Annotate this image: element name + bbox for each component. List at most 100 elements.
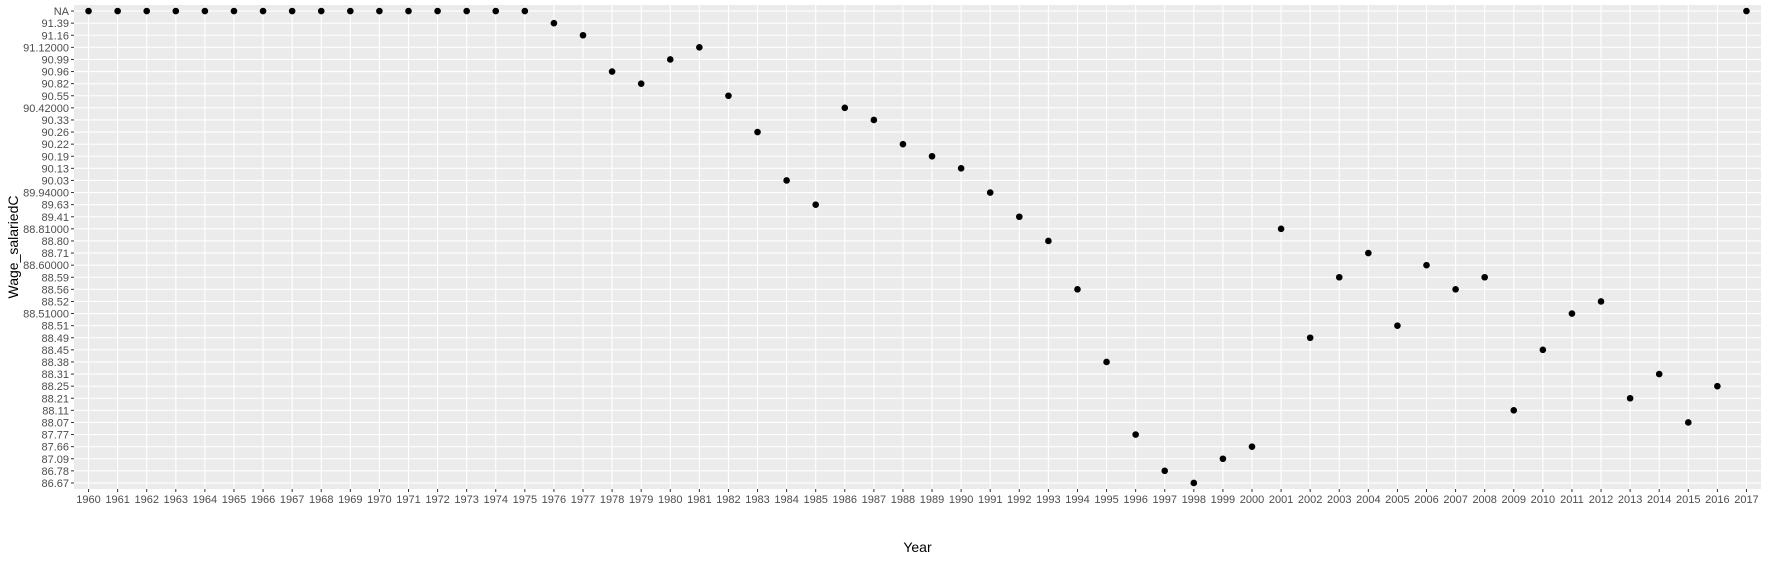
- data-point: [550, 19, 558, 27]
- x-axis-ticks: 1960 1961 1962 1963 1964 1965 1966 1967 1968 1969…: [76, 489, 1759, 506]
- y-tick-label: 89.94000: [23, 188, 69, 200]
- y-tick-label: 90.82: [41, 79, 69, 91]
- y-tick-label: 86.67: [41, 478, 69, 490]
- y-tick-label: 88.21: [41, 393, 69, 405]
- x-tick-label: 1989: [920, 494, 944, 506]
- y-tick-label: 91.16: [41, 30, 69, 42]
- x-tick-label: 1979: [629, 494, 653, 506]
- y-tick-label: NA: [54, 6, 70, 18]
- x-tick-label: 2001: [1269, 494, 1293, 506]
- x-axis-title: Year: [903, 539, 932, 555]
- y-tick-label: 90.99: [41, 54, 69, 66]
- x-tick-label: 2006: [1414, 494, 1438, 506]
- data-point: [288, 7, 296, 15]
- x-tick-label: 1992: [1007, 494, 1031, 506]
- x-tick-label: 1980: [658, 494, 682, 506]
- data-point: [405, 7, 412, 15]
- data-point: [1568, 310, 1576, 317]
- data-point: [666, 56, 674, 63]
- x-tick-label: 2017: [1734, 494, 1758, 506]
- data-point: [85, 7, 92, 15]
- data-point: [1074, 286, 1081, 293]
- y-tick-label: 87.66: [41, 442, 69, 454]
- y-tick-label: 90.22: [41, 139, 69, 151]
- data-point: [1219, 455, 1227, 463]
- x-tick-label: 2005: [1385, 494, 1409, 506]
- x-tick-label: 1972: [425, 494, 449, 506]
- y-tick-label: 91.39: [41, 18, 69, 30]
- y-tick-label: 88.49: [41, 333, 69, 345]
- data-points: [85, 7, 1750, 487]
- x-tick-label: 1990: [949, 494, 973, 506]
- data-point: [1394, 322, 1401, 329]
- x-tick-label: 1962: [134, 494, 158, 506]
- y-tick-label: 88.56: [41, 284, 69, 296]
- x-tick-label: 2015: [1676, 494, 1700, 506]
- data-point: [1714, 382, 1721, 390]
- data-point: [725, 92, 732, 100]
- data-point: [1016, 213, 1023, 221]
- x-tick-label: 1973: [454, 494, 478, 506]
- x-tick-label: 2002: [1298, 494, 1322, 506]
- x-tick-label: 1998: [1182, 494, 1206, 506]
- y-tick-label: 89.41: [41, 212, 69, 224]
- y-tick-label: 88.60000: [23, 260, 69, 272]
- y-tick-label: 91.12000: [23, 42, 69, 54]
- data-point: [841, 104, 849, 112]
- x-tick-label: 1981: [687, 494, 711, 506]
- x-tick-label: 1968: [309, 494, 333, 506]
- data-point: [754, 128, 761, 136]
- x-tick-label: 2011: [1560, 494, 1584, 506]
- data-point: [230, 7, 238, 15]
- data-point: [870, 116, 878, 124]
- x-tick-label: 1983: [745, 494, 769, 506]
- data-point: [1248, 443, 1256, 450]
- y-tick-label: 90.42000: [23, 103, 69, 115]
- data-point: [986, 189, 994, 196]
- x-tick-label: 2012: [1589, 494, 1613, 506]
- data-point: [1481, 273, 1488, 281]
- data-point: [259, 7, 267, 15]
- x-tick-label: 1974: [484, 494, 508, 506]
- data-point: [1655, 370, 1663, 378]
- x-tick-label: 2004: [1356, 494, 1380, 506]
- y-tick-label: 90.55: [41, 91, 69, 103]
- y-tick-label: 88.51: [41, 321, 69, 333]
- data-point: [1103, 358, 1110, 366]
- data-point: [1045, 237, 1052, 245]
- data-point: [1306, 334, 1314, 342]
- y-tick-label: 88.25: [41, 381, 69, 393]
- y-tick-label: 88.80: [41, 236, 69, 248]
- y-tick-label: 90.26: [41, 127, 69, 139]
- y-tick-label: 90.33: [41, 115, 69, 127]
- x-tick-label: 1994: [1065, 494, 1089, 506]
- data-point: [1335, 273, 1343, 281]
- x-tick-label: 2009: [1502, 494, 1526, 506]
- x-tick-label: 1971: [396, 494, 420, 506]
- data-point: [1277, 225, 1285, 233]
- x-tick-label: 1976: [542, 494, 566, 506]
- x-tick-label: 1978: [600, 494, 624, 506]
- y-tick-label: 89.63: [41, 200, 69, 212]
- y-tick-label: 87.77: [41, 430, 69, 442]
- x-tick-label: 1985: [803, 494, 827, 506]
- x-tick-label: 2013: [1618, 494, 1642, 506]
- y-tick-label: 88.31: [41, 369, 69, 381]
- data-point: [492, 7, 500, 15]
- x-tick-label: 1996: [1123, 494, 1147, 506]
- data-point: [928, 152, 936, 160]
- x-tick-label: 1987: [862, 494, 886, 506]
- y-tick-label: 88.45: [41, 345, 69, 357]
- data-point: [1510, 407, 1518, 414]
- y-tick-label: 88.81000: [23, 224, 69, 236]
- data-point: [1190, 479, 1198, 487]
- x-tick-label: 2003: [1327, 494, 1351, 506]
- data-point: [376, 7, 383, 15]
- data-point: [317, 7, 325, 15]
- y-tick-label: 88.51000: [23, 309, 69, 321]
- x-tick-label: 1984: [774, 494, 798, 506]
- data-point: [463, 7, 470, 15]
- data-point: [434, 7, 441, 15]
- data-point: [1452, 286, 1459, 293]
